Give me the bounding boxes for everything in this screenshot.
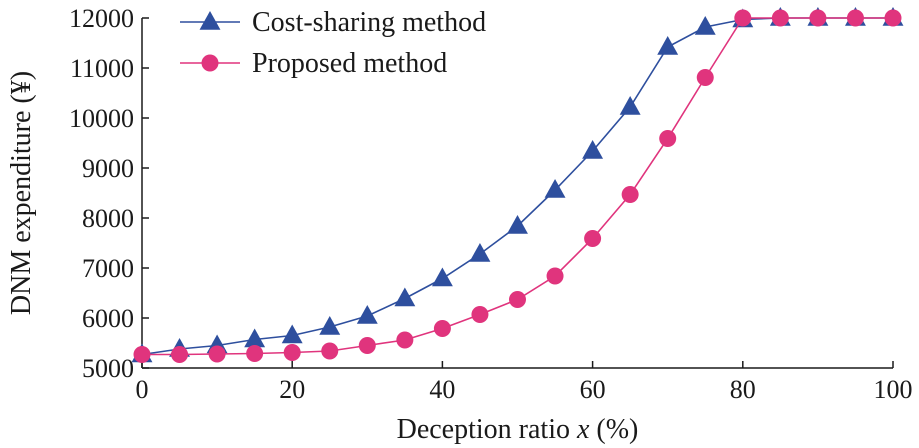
circle-marker xyxy=(396,331,414,349)
triangle-marker xyxy=(431,267,453,287)
y-axis-title: DNM expenditure (¥) xyxy=(6,71,37,315)
y-tick-label: 5000 xyxy=(82,354,134,383)
triangle-marker xyxy=(394,287,416,307)
triangle-marker xyxy=(582,140,604,159)
circle-marker xyxy=(283,344,301,361)
x-tick-label: 40 xyxy=(429,375,455,404)
x-tick-label: 0 xyxy=(136,375,149,404)
circle-marker xyxy=(471,306,489,323)
legend-label: Cost-sharing method xyxy=(252,7,486,38)
legend: Cost-sharing method Proposed method xyxy=(180,7,486,79)
triangle-marker xyxy=(244,328,266,348)
circle-marker xyxy=(246,345,264,362)
y-tick-label: 8000 xyxy=(82,204,134,233)
triangle-marker xyxy=(356,305,378,324)
circle-marker xyxy=(696,69,714,86)
y-tick-label: 10000 xyxy=(69,104,134,133)
circle-marker xyxy=(846,9,864,27)
series-layer xyxy=(131,7,904,363)
circle-marker xyxy=(509,291,526,308)
triangle-marker xyxy=(619,96,641,115)
x-tick-label: 80 xyxy=(730,375,756,404)
legend-triangle-marker xyxy=(199,11,221,30)
series-proposed xyxy=(133,9,902,363)
x-tick-label: 60 xyxy=(580,375,606,404)
circle-marker xyxy=(546,267,564,285)
x-tick-label: 100 xyxy=(874,375,913,404)
triangle-marker xyxy=(507,215,528,234)
circle-marker xyxy=(433,320,451,337)
y-tick-label: 9000 xyxy=(82,154,134,183)
series-cost-sharing xyxy=(131,7,904,363)
y-tick-label: 12000 xyxy=(69,4,134,33)
circle-marker xyxy=(621,186,639,203)
circle-marker xyxy=(734,9,752,27)
triangle-marker xyxy=(281,324,303,344)
y-tick-label: 7000 xyxy=(82,254,134,283)
triangle-marker xyxy=(544,179,566,198)
x-tick-label: 20 xyxy=(279,375,305,404)
circle-marker xyxy=(584,230,602,247)
circle-marker xyxy=(771,9,789,27)
x-axis-title: Deception ratio x (%) xyxy=(397,414,639,445)
circle-marker xyxy=(171,346,189,363)
triangle-marker xyxy=(694,16,716,35)
y-tick-label: 6000 xyxy=(82,304,134,333)
circle-marker xyxy=(208,345,226,363)
triangle-marker xyxy=(319,316,341,335)
triangle-marker xyxy=(469,243,491,262)
axes: 5000 6000 7000 8000 9000 10000 11000 12000 0 20 40… xyxy=(69,4,913,404)
legend-label: Proposed method xyxy=(252,48,447,79)
circle-marker xyxy=(358,337,376,354)
circle-marker xyxy=(809,9,827,27)
legend-circle-marker xyxy=(201,54,219,72)
circle-marker xyxy=(133,346,151,363)
triangle-marker xyxy=(657,36,679,55)
circle-marker xyxy=(321,342,339,360)
y-tick-label: 11000 xyxy=(70,54,134,83)
circle-marker xyxy=(659,130,677,147)
circle-marker xyxy=(884,9,902,27)
